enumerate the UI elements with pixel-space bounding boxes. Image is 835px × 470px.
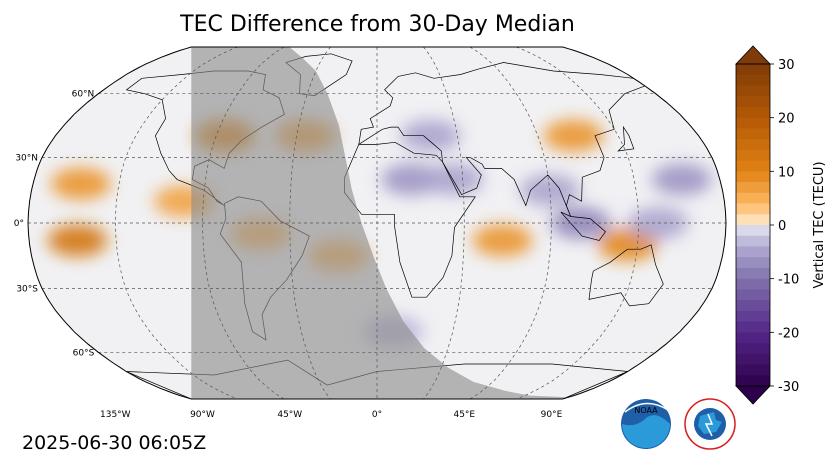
anomaly-blob <box>651 163 712 196</box>
colorbar: 30 20 10 0 -10 -20 -30 Vertical TEC (TECU) <box>735 45 827 405</box>
colorbar-segment <box>736 171 770 183</box>
grid-longitude-line <box>469 47 552 399</box>
colorbar-segment <box>736 353 770 365</box>
anomaly-blob <box>597 228 658 261</box>
colorbar-segment <box>736 106 770 119</box>
colorbar-segment <box>736 364 770 376</box>
chart-title: TEC Difference from 30-Day Median <box>180 12 575 37</box>
anomaly-blob <box>50 167 111 200</box>
colorbar-tick-label: 30 <box>778 58 795 73</box>
grid-longitude-line <box>202 47 285 399</box>
colorbar-tick-label: -10 <box>778 273 799 288</box>
lat-tick-label: 60°N <box>72 90 95 100</box>
lon-tick-label: 45°E <box>453 410 475 420</box>
noaa-logo-text: NOAA <box>634 406 658 415</box>
grid-longitude-line <box>289 47 331 399</box>
colorbar-segment <box>736 332 770 344</box>
timestamp: 2025-06-30 06:05Z <box>22 432 207 454</box>
colorbar-segment <box>736 343 770 355</box>
longitude-labels: 135°W90°W45°W0°45°E90°E135°E <box>100 410 653 420</box>
anomaly-blob <box>423 163 484 196</box>
colorbar-tick-label: -20 <box>778 326 799 341</box>
lon-tick-label: 90°E <box>541 410 563 420</box>
lat-tick-label: 60°S <box>73 348 95 358</box>
colorbar-segment <box>736 235 770 247</box>
lat-tick-label: 0° <box>14 219 24 229</box>
anomaly-blob <box>47 224 108 257</box>
colorbar-segment <box>736 182 770 194</box>
coastline <box>560 211 606 241</box>
map-area <box>28 47 726 399</box>
colorbar-segment <box>736 278 770 290</box>
coastline <box>617 125 635 152</box>
colorbar-segment <box>736 160 770 172</box>
colorbar-segment <box>736 64 770 76</box>
colorbar-segment <box>736 149 770 161</box>
anomaly-blob <box>472 224 533 257</box>
colorbar-segment <box>736 85 770 97</box>
lon-tick-label: 0° <box>372 410 382 420</box>
map-band <box>28 47 726 399</box>
colorbar-segment <box>736 310 770 322</box>
anomaly-blob <box>400 119 461 152</box>
coastline <box>343 141 476 298</box>
colorbar-segment <box>736 321 770 333</box>
colorbar-segment <box>736 74 770 86</box>
anomaly-blob <box>381 163 442 196</box>
colorbar-segment <box>736 139 770 151</box>
lon-tick-label: 90°W <box>190 410 215 420</box>
colorbar-segment <box>736 96 770 108</box>
grid-longitude-line <box>516 47 640 399</box>
graticule <box>28 47 726 399</box>
colorbar-segment <box>736 246 770 258</box>
colorbar-segment <box>736 300 770 312</box>
colorbar-segment <box>736 192 770 204</box>
colorbar-segment <box>736 203 770 215</box>
lat-tick-label: 30°S <box>16 285 38 295</box>
night-shading <box>191 47 569 399</box>
map-outline <box>27 46 727 400</box>
colorbar-segment <box>736 214 770 226</box>
nws-logo <box>684 398 736 450</box>
colorbar-tick-label: 20 <box>778 112 795 127</box>
colorbar-segment <box>736 117 770 129</box>
coastline <box>588 244 664 307</box>
colorbar-extend-max <box>735 45 771 65</box>
colorbar-extend-min <box>735 385 771 405</box>
colorbar-segment <box>736 225 770 237</box>
anomaly-blob <box>543 119 604 152</box>
grid-longitude-line <box>423 47 465 399</box>
colorbar-tick-label: 10 <box>778 165 795 180</box>
colorbar-segment <box>736 257 770 269</box>
colorbar-tick-label: -30 <box>778 380 799 395</box>
colorbar-segment <box>736 267 770 280</box>
colorbar-segment <box>736 289 770 301</box>
lon-tick-label: 45°W <box>277 410 302 420</box>
lon-tick-label: 135°W <box>100 410 131 420</box>
colorbar-label: Vertical TEC (TECU) <box>812 161 827 288</box>
logos: NOAA <box>621 398 736 450</box>
lat-tick-label: 30°N <box>15 154 38 164</box>
colorbar-segment <box>736 128 770 140</box>
latitude-labels: 60°N 30°N 0° 30°S 60°S <box>14 90 95 359</box>
noaa-logo: NOAA <box>621 399 671 449</box>
colorbar-tick-label: 0 <box>778 219 786 234</box>
coastline <box>358 62 646 217</box>
grid-longitude-line <box>114 47 238 399</box>
colorbar-segment <box>736 375 770 387</box>
